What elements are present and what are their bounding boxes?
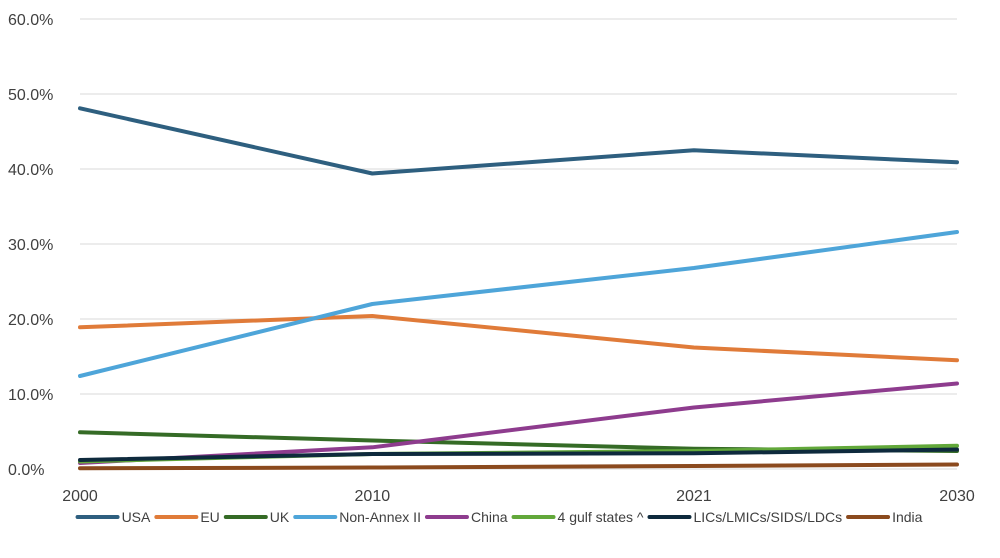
x-tick-label: 2010 — [355, 488, 391, 505]
legend-item: EU — [154, 509, 220, 525]
series-line-eu — [78, 314, 959, 363]
gridlines — [80, 18, 957, 470]
series-line-non-annex-ii — [78, 230, 959, 378]
legend-label: LICs/LMICs/SIDS/LDCs — [693, 509, 842, 525]
y-tick-label: 30.0% — [8, 237, 53, 254]
y-axis-ticks: 0.0% 10.0% 20.0% 30.0% 40.0% 50.0% 60.0% — [8, 12, 53, 479]
y-tick-label: 60.0% — [8, 12, 53, 29]
x-tick-label: 2030 — [939, 488, 975, 505]
legend-item: China — [424, 509, 508, 525]
legend-item: USA — [75, 509, 151, 525]
y-tick-label: 40.0% — [8, 162, 53, 179]
x-tick-label: 2021 — [676, 488, 712, 505]
legend-label: India — [892, 509, 923, 525]
legend: USA EU UK Non-Annex II China 4 gulf states ^ L… — [75, 509, 923, 525]
legend-item: Non-Annex II — [293, 509, 421, 525]
series-line-india — [78, 462, 959, 471]
y-tick-label: 20.0% — [8, 312, 53, 329]
x-axis-ticks: 2000 2010 2021 2030 — [62, 488, 975, 505]
legend-label: 4 gulf states ^ — [558, 509, 644, 525]
series-lines — [78, 106, 959, 471]
series-line-lics-lmics-sids-ldcs — [78, 447, 959, 462]
legend-label: EU — [200, 509, 219, 525]
legend-item: 4 gulf states ^ — [511, 509, 644, 525]
legend-label: Non-Annex II — [339, 509, 421, 525]
legend-label: China — [471, 509, 508, 525]
x-tick-label: 2000 — [62, 488, 98, 505]
legend-label: UK — [270, 509, 290, 525]
legend-item: India — [846, 509, 923, 525]
y-tick-label: 50.0% — [8, 87, 53, 104]
series-line-usa — [78, 106, 959, 176]
legend-label: USA — [122, 509, 151, 525]
legend-item: UK — [223, 509, 290, 525]
y-tick-label: 0.0% — [8, 462, 44, 479]
legend-item: LICs/LMICs/SIDS/LDCs — [647, 509, 842, 525]
y-tick-label: 10.0% — [8, 387, 53, 404]
